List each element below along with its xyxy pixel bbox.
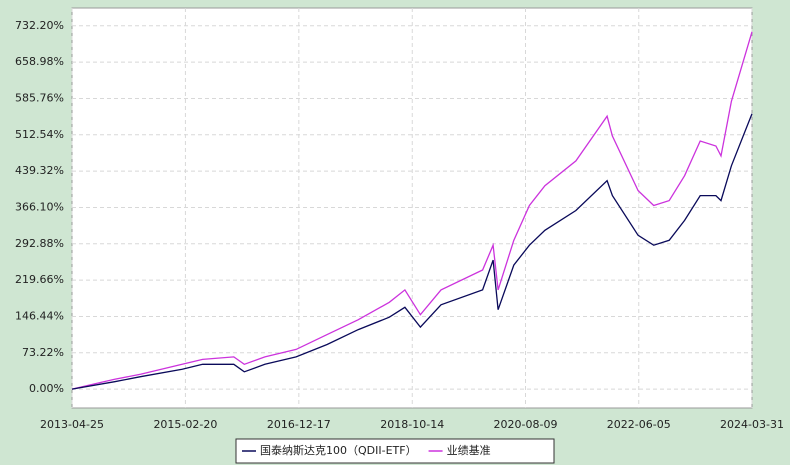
legend-label: 国泰纳斯达克100（QDII-ETF） bbox=[260, 443, 417, 457]
y-tick-label: 732.20% bbox=[15, 19, 64, 32]
y-tick-label: 512.54% bbox=[15, 128, 64, 141]
series-line bbox=[71, 31, 753, 390]
legend-label: 业绩基准 bbox=[447, 444, 491, 457]
y-tick-label: 585.76% bbox=[15, 91, 64, 104]
y-tick-label: 219.66% bbox=[15, 273, 64, 286]
x-tick-label: 2022-06-05 bbox=[607, 418, 671, 431]
x-tick-label: 2020-08-09 bbox=[494, 418, 558, 431]
x-tick-label: 2018-10-14 bbox=[380, 418, 444, 431]
x-tick-label: 2024-03-31 bbox=[720, 418, 784, 431]
y-tick-label: 73.22% bbox=[22, 346, 64, 359]
x-tick-label: 2016-12-17 bbox=[267, 418, 331, 431]
y-tick-label: 366.10% bbox=[15, 200, 64, 213]
y-tick-label: 439.32% bbox=[15, 164, 64, 177]
y-tick-label: 146.44% bbox=[15, 309, 64, 322]
y-tick-label: 0.00% bbox=[29, 382, 64, 395]
x-tick-label: 2015-02-20 bbox=[153, 418, 217, 431]
legend bbox=[235, 438, 555, 464]
series-line bbox=[71, 113, 753, 390]
y-tick-label: 658.98% bbox=[15, 55, 64, 68]
y-tick-label: 292.88% bbox=[15, 237, 64, 250]
x-tick-label: 2013-04-25 bbox=[40, 418, 104, 431]
